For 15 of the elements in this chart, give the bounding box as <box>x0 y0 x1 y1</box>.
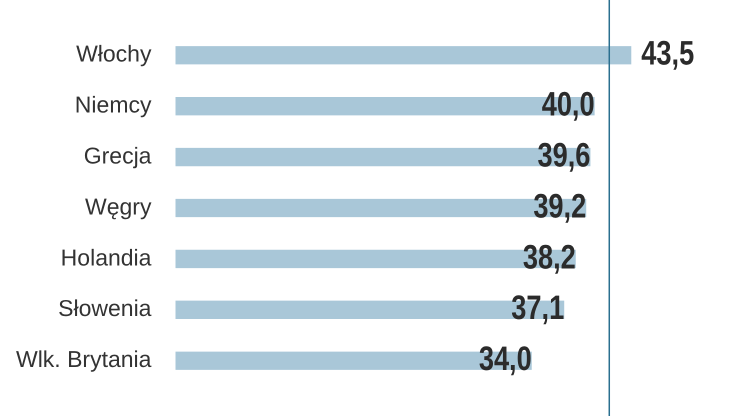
y-tick-label: Niemcy <box>74 92 152 118</box>
data-label: 39,6 <box>538 136 590 174</box>
y-tick-label: Grecja <box>84 142 152 168</box>
data-label: 38,2 <box>522 237 576 276</box>
data-label: 43,5 <box>641 34 694 72</box>
y-tick-label: Wlk. Brytania <box>16 346 152 372</box>
y-tick-label: Holandia <box>60 244 152 270</box>
y-tick-label: Włochy <box>76 40 152 67</box>
data-label: 40,0 <box>542 84 595 124</box>
y-tick-label: Słowenia <box>58 295 152 322</box>
data-label: 34,0 <box>478 339 532 378</box>
data-label: 37,1 <box>511 288 564 327</box>
y-tick-label: Węgry <box>85 193 152 220</box>
bar <box>175 46 632 64</box>
data-label: 39,2 <box>533 186 586 226</box>
